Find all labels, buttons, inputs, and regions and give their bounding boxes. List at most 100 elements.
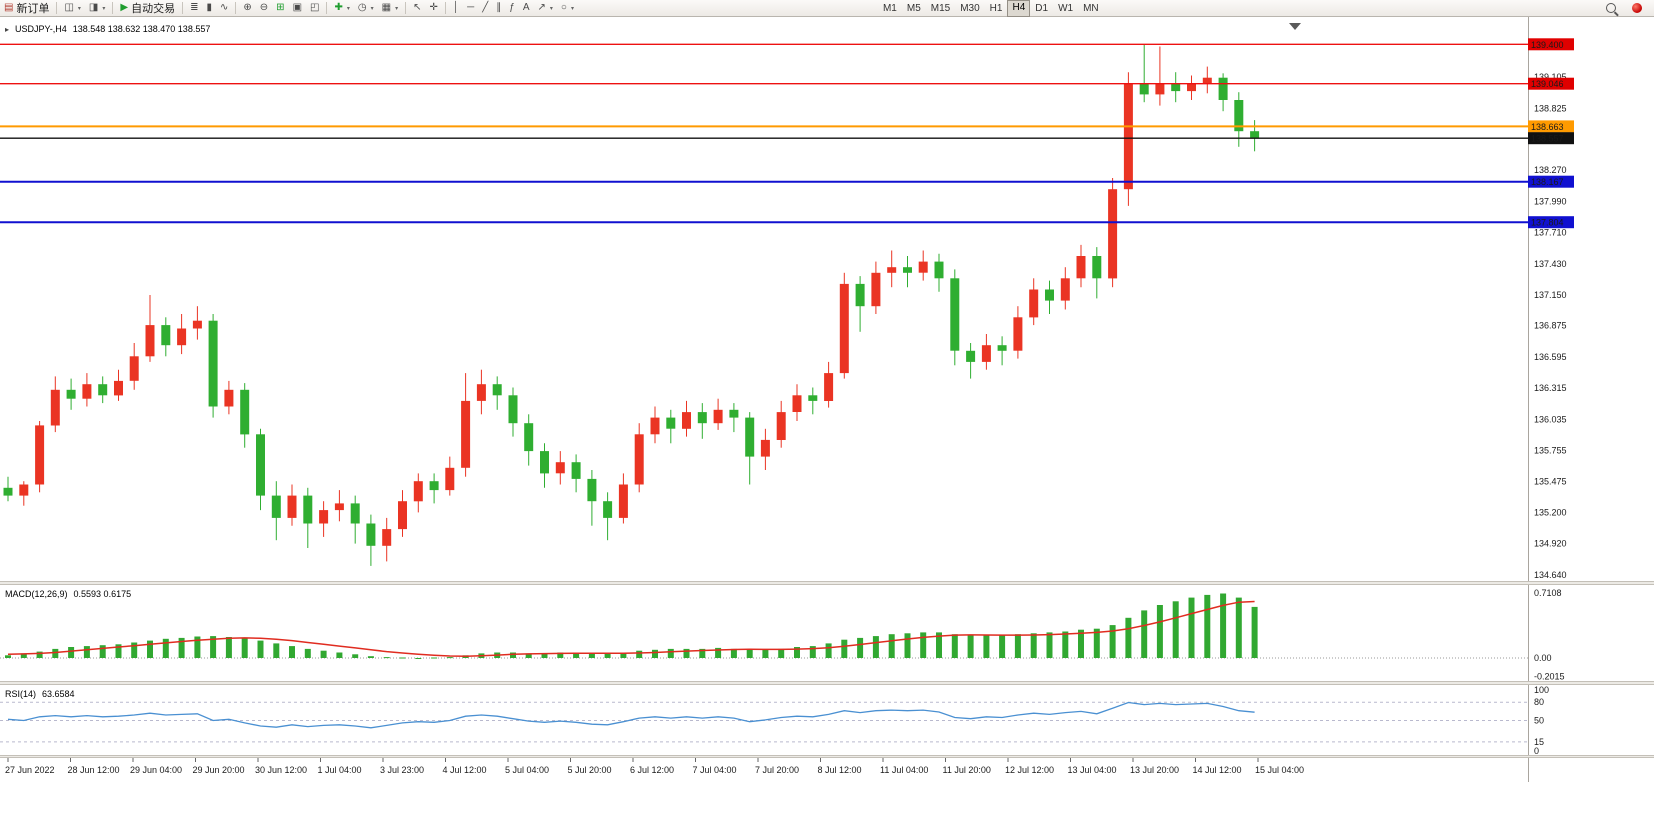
time-axis[interactable]: 27 Jun 2022 28 Jun 12:00 29 Jun 04:00 29 Ju… <box>0 758 1654 782</box>
svg-text:7 Jul 20:00: 7 Jul 20:00 <box>755 765 799 775</box>
horizontal-price-lines[interactable] <box>0 43 1528 224</box>
timeframe-toolbar: M1 M5 M15 M30 H1 H4 D1 W1 MN <box>878 0 1104 17</box>
cascade-windows-icon[interactable]: ▣ <box>289 0 306 16</box>
toolbar-separator <box>405 2 407 14</box>
rsi-header: RSI(14) 63.6584 <box>5 689 75 699</box>
svg-text:138.167: 138.167 <box>1531 177 1564 187</box>
svg-text:138.825: 138.825 <box>1534 103 1567 113</box>
dropdown-caret-icon: ▾ <box>370 5 374 12</box>
community-icon[interactable] <box>1628 0 1646 16</box>
community-icon <box>1632 3 1642 13</box>
svg-text:139.105: 139.105 <box>1534 72 1567 82</box>
toolbar: ▤ 新订单 ◫ ▾ ◨ ▾ ▶ 自动交易 ≣ ▮ ∿ ⊕ ⊖ ⊞ ▣ ◰ ✚ ▾ ◷ ▾ ▦ ▾ ↖ ✛ │ ─ ╱ ∥ ƒ A ↗ ▾ ○ ▾ … <box>0 0 1654 17</box>
price-tags: 139.400 139.046 138.663 138.557 138.167 137.8… <box>1528 38 1574 229</box>
macd-header: MACD(12,26,9) 0.5593 0.6175 <box>5 589 131 599</box>
new-order-button[interactable]: ▤ 新订单 <box>0 0 53 16</box>
timeframe-button-w1[interactable]: W1 <box>1058 2 1074 14</box>
macd-indicator-pane[interactable]: 0.7108 0.00 -0.2015 <box>0 585 1654 681</box>
new-chart-icon[interactable]: ◫ ▾ <box>60 0 84 16</box>
rsi-line <box>7 701 1255 729</box>
timeframe-button-m5[interactable]: M5 <box>906 2 921 14</box>
svg-text:11 Jul 20:00: 11 Jul 20:00 <box>943 765 991 775</box>
trendline-icon[interactable]: ╱ <box>478 0 492 16</box>
svg-text:138.663: 138.663 <box>1531 122 1564 132</box>
svg-text:12 Jul 12:00: 12 Jul 12:00 <box>1005 765 1054 775</box>
svg-text:0.00: 0.00 <box>1534 653 1552 663</box>
horizontal-line-icon-glyph: ─ <box>467 2 475 13</box>
svg-text:135.755: 135.755 <box>1534 446 1567 456</box>
equidistant-channel-icon[interactable]: ∥ <box>492 0 505 16</box>
one-click-trading-expander-icon[interactable]: ▸ <box>5 24 10 34</box>
svg-text:100: 100 <box>1534 685 1549 695</box>
toolbar-buttons-group: ▤ 新订单 ◫ ▾ ◨ ▾ ▶ 自动交易 ≣ ▮ ∿ ⊕ ⊖ ⊞ ▣ ◰ ✚ ▾ ◷ ▾ ▦ ▾ ↖ ✛ │ ─ ╱ ∥ ƒ A ↗ ▾ ○ ▾ <box>0 0 578 16</box>
svg-text:134.640: 134.640 <box>1534 570 1567 580</box>
svg-text:15 Jul 04:00: 15 Jul 04:00 <box>1255 765 1304 775</box>
pane-separator[interactable] <box>0 681 1654 685</box>
toolbar-separator <box>182 2 184 14</box>
timeframe-button-h4[interactable]: H4 <box>1007 0 1031 17</box>
zoom-out-icon[interactable]: ⊖ <box>256 0 272 16</box>
vertical-line-icon-glyph: │ <box>452 2 460 13</box>
periods-icon[interactable]: ◷ ▾ <box>354 0 378 16</box>
timeframe-button-mn[interactable]: MN <box>1083 2 1099 14</box>
rsi-indicator-value: 63.6584 <box>42 689 75 699</box>
svg-text:134.920: 134.920 <box>1534 539 1567 549</box>
svg-text:13 Jul 04:00: 13 Jul 04:00 <box>1068 765 1117 775</box>
svg-text:137.430: 137.430 <box>1534 259 1567 269</box>
indicators-icon[interactable]: ✚ ▾ <box>330 0 353 16</box>
dropdown-caret-icon: ▾ <box>395 5 399 12</box>
price-axis[interactable]: 139.105 138.825 138.270 137.990 137.710 137.4… <box>1534 72 1567 580</box>
rsi-indicator-pane[interactable]: 100 80 50 150 <box>0 685 1654 755</box>
svg-text:135.475: 135.475 <box>1534 477 1567 487</box>
svg-text:138.270: 138.270 <box>1534 165 1567 175</box>
timeframe-button-h1[interactable]: H1 <box>989 2 1003 14</box>
vertical-line-icon[interactable]: │ <box>449 0 463 16</box>
templates-icon[interactable]: ▦ ▾ <box>378 0 402 16</box>
toolbar-separator <box>112 2 114 14</box>
shapes-icon[interactable]: ○ ▾ <box>557 0 578 16</box>
search-icon[interactable] <box>1602 0 1620 16</box>
svg-text:80: 80 <box>1534 697 1544 707</box>
pane-separator[interactable] <box>0 581 1654 585</box>
svg-text:-0.2015: -0.2015 <box>1534 671 1565 681</box>
svg-text:3 Jul 23:00: 3 Jul 23:00 <box>380 765 424 775</box>
timeframe-button-m30[interactable]: M30 <box>960 2 980 14</box>
crosshair-icon[interactable]: ✛ <box>425 0 441 16</box>
cursor-icon[interactable]: ↖ <box>409 0 425 16</box>
svg-text:30 Jun 12:00: 30 Jun 12:00 <box>255 765 307 775</box>
fibonacci-icon[interactable]: ƒ <box>505 0 519 16</box>
svg-text:138.557: 138.557 <box>1531 134 1564 144</box>
timeframe-button-m1[interactable]: M1 <box>882 2 897 14</box>
chart-shift-marker-icon[interactable] <box>1289 23 1301 30</box>
arrange-windows-icon[interactable]: ◰ <box>306 0 323 16</box>
toolbar-separator <box>326 2 328 14</box>
timeframe-button-d1[interactable]: D1 <box>1035 2 1049 14</box>
zoom-in-icon[interactable]: ⊕ <box>239 0 255 16</box>
arrows-icon[interactable]: ↗ ▾ <box>533 0 556 16</box>
main-price-chart-canvas[interactable]: 139.105 138.825 138.270 137.990 137.710 137.4… <box>0 17 1654 581</box>
tile-windows-icon-glyph: ⊞ <box>276 2 285 13</box>
svg-text:137.710: 137.710 <box>1534 228 1567 238</box>
toolbar-separator <box>235 2 237 14</box>
profiles-icon[interactable]: ◨ ▾ <box>85 0 109 16</box>
dropdown-caret-icon: ▾ <box>549 5 553 12</box>
dropdown-caret-icon: ▾ <box>570 5 574 12</box>
text-label-icon-glyph: A <box>522 2 530 13</box>
svg-text:14 Jul 12:00: 14 Jul 12:00 <box>1193 765 1242 775</box>
timeframe-button-m15[interactable]: M15 <box>930 2 951 14</box>
bar-chart-icon[interactable]: ≣ <box>186 0 202 16</box>
line-chart-icon[interactable]: ∿ <box>216 0 232 16</box>
text-label-icon[interactable]: A <box>519 0 534 16</box>
autotrading-button[interactable]: ▶ 自动交易 <box>116 0 179 16</box>
svg-text:5 Jul 04:00: 5 Jul 04:00 <box>505 765 549 775</box>
candlestick-chart-icon-glyph: ▮ <box>206 2 212 13</box>
svg-text:136.595: 136.595 <box>1534 352 1567 362</box>
svg-text:27 Jun 2022: 27 Jun 2022 <box>5 765 55 775</box>
svg-text:135.200: 135.200 <box>1534 507 1567 517</box>
tile-windows-icon[interactable]: ⊞ <box>272 0 288 16</box>
pane-separator <box>0 755 1654 758</box>
candlestick-chart-icon[interactable]: ▮ <box>202 0 216 16</box>
dropdown-caret-icon: ▾ <box>77 5 81 12</box>
horizontal-line-icon[interactable]: ─ <box>463 0 478 16</box>
